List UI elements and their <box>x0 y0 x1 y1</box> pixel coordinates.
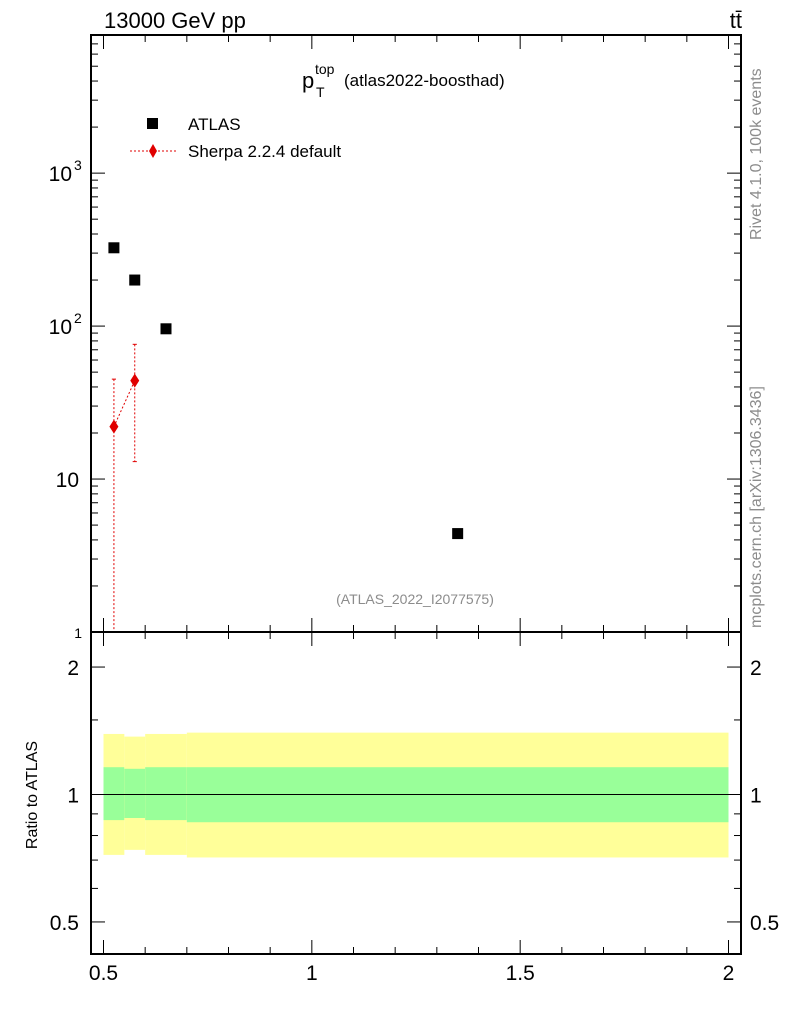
y-tick-label: 1 <box>74 625 82 641</box>
ratio-band-inner <box>124 768 146 818</box>
atlas-data-point <box>452 528 464 540</box>
ratio-y-tick-label-right: 0.5 <box>750 912 779 935</box>
process-label: tt̄ <box>730 8 742 33</box>
ratio-y-tick-label-right: 1 <box>750 784 762 807</box>
y-tick-label-exponent: 2 <box>74 310 82 326</box>
y-tick-label: 10 <box>49 316 72 339</box>
legend-atlas-marker <box>147 118 158 129</box>
legend-sherpa-label: Sherpa 2.2.4 default <box>188 142 341 161</box>
y-tick-label: 10 <box>49 163 72 186</box>
ratio-y-tick-label: 0.5 <box>50 912 79 935</box>
ratio-y-tick-label-right: 2 <box>750 657 762 680</box>
atlas-data-point <box>108 242 120 254</box>
title-analysis: (atlas2022-boosthad) <box>344 71 505 90</box>
x-tick-label: 2 <box>723 962 735 985</box>
atlas-data-point <box>129 274 141 286</box>
sherpa-point <box>109 419 119 434</box>
y-tick-label: 10 <box>56 469 79 492</box>
y-tick-label-exponent: 3 <box>74 157 82 173</box>
rivet-version-label: Rivet 4.1.0, 100k events <box>748 68 765 240</box>
title-variable: p <box>302 68 314 93</box>
analysis-id-label: (ATLAS_2022_I2077575) <box>336 591 494 607</box>
ratio-panel-frame <box>90 631 742 955</box>
ratio-y-tick-label: 1 <box>67 784 79 807</box>
ratio-band-inner <box>145 767 187 821</box>
sherpa-point <box>130 373 140 388</box>
sherpa-series-line <box>113 380 136 427</box>
x-tick-label: 1 <box>306 962 318 985</box>
legend-atlas-label: ATLAS <box>188 115 241 134</box>
title-subscript: T <box>316 84 325 100</box>
ratio-axes: 0.5 1 1.5 2 0.5 0.5 1 1 2 2 <box>50 632 779 985</box>
title-superscript: top <box>315 61 335 77</box>
ratio-band-inner <box>103 767 125 821</box>
mcplots-reference-label: mcplots.cern.ch [arXiv:1306.3436] <box>748 386 765 628</box>
energy-label: 13000 GeV pp <box>104 8 246 33</box>
x-tick-label: 0.5 <box>89 962 118 985</box>
ratio-uncertainty-bands <box>103 732 729 858</box>
atlas-data-point <box>160 323 172 335</box>
main-data-layer <box>108 242 464 632</box>
ratio-y-tick-label: 2 <box>67 657 79 680</box>
legend-sherpa-marker <box>149 144 157 158</box>
x-tick-label: 1.5 <box>506 962 535 985</box>
ratio-y-axis-label: Ratio to ATLAS <box>24 741 41 849</box>
